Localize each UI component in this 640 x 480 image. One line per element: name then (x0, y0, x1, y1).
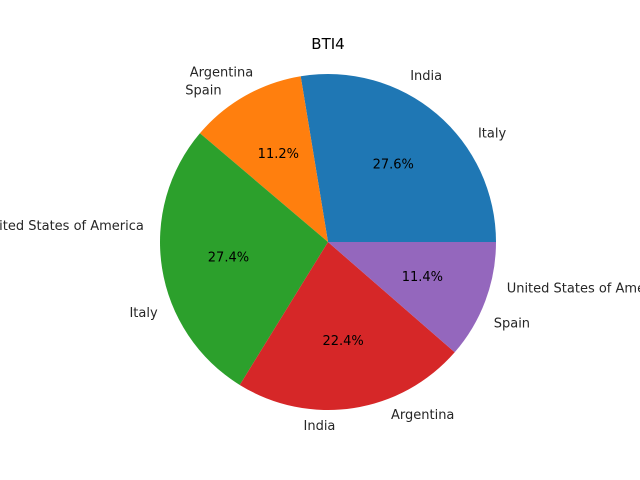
pie-slice-label-4-2: Argentina (391, 408, 454, 423)
pie-slice-label-2-1: Argentina (190, 66, 253, 81)
pie-percent-label-1: 27.6% (373, 158, 414, 173)
pie-slice-label-3-2: Italy (129, 306, 158, 321)
pie-percent-label-4: 22.4% (322, 334, 363, 349)
pie-slice-label-4-1: India (304, 419, 336, 434)
pie-percent-label-2: 11.2% (258, 147, 299, 162)
pie-slice-label-2-2: Spain (185, 83, 221, 98)
pie-slice-2 (199, 76, 328, 243)
pie-slice-label-5-2: United States of America (507, 282, 640, 297)
pie-slice-label-5-1: Spain (494, 316, 530, 331)
pie-slice-3 (159, 133, 328, 385)
chart-title: BTI4 (311, 35, 344, 53)
pie-slice-label-3-1: United States of America (0, 219, 144, 234)
pie-slice-1 (300, 74, 496, 242)
pie-slice-5 (328, 242, 496, 353)
pie-slice-label-1-2: India (410, 69, 442, 84)
pie-slice-label-1-1: Italy (478, 126, 507, 141)
pie-percent-label-5: 11.4% (402, 270, 443, 285)
pie-labels: 27.6% Italy India 11.2% Argentina Spain 27.4% U… (0, 66, 640, 435)
pie-slice-4 (239, 242, 455, 410)
pie-slices (159, 74, 496, 410)
pie-percent-label-3: 27.4% (208, 250, 249, 265)
